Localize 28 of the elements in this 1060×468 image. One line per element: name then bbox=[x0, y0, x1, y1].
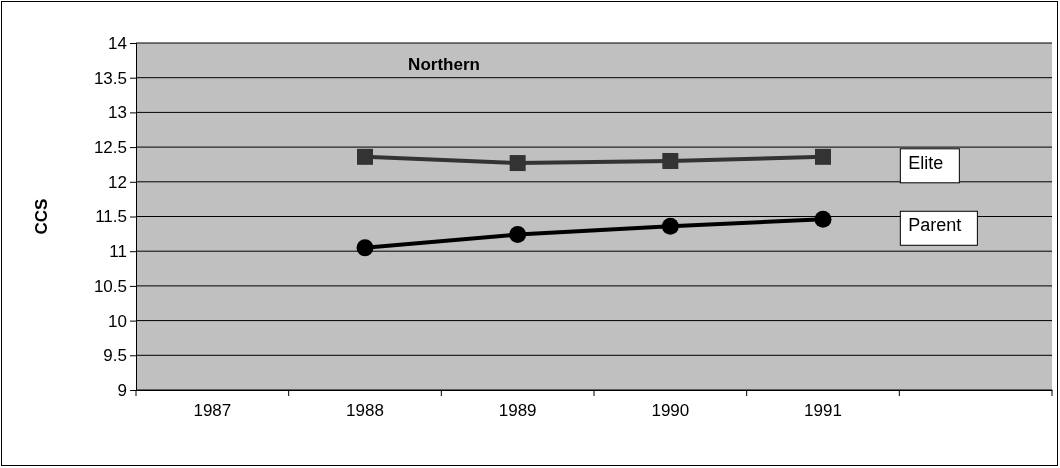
point bbox=[509, 226, 527, 244]
y-tick-label: 12 bbox=[108, 172, 127, 192]
y-tick-label: 11.5 bbox=[95, 207, 127, 227]
point bbox=[357, 148, 373, 165]
x-tick-label: 1989 bbox=[498, 401, 537, 421]
y-tick-label: 10.5 bbox=[93, 276, 127, 296]
y-tick-label: 9 bbox=[117, 380, 127, 400]
y-tick-label: 9.5 bbox=[103, 346, 127, 366]
text: Elite bbox=[908, 152, 944, 173]
point bbox=[815, 148, 831, 165]
x-tick-label: 1988 bbox=[346, 401, 384, 421]
x-tick-label: 1987 bbox=[193, 401, 232, 421]
y-tick-label: 12.5 bbox=[93, 138, 127, 158]
x-tick-label: 1991 bbox=[804, 401, 842, 421]
x-tick-label: 1990 bbox=[651, 401, 690, 421]
point bbox=[661, 217, 679, 235]
point bbox=[509, 155, 526, 172]
y-tick-label: 14 bbox=[108, 33, 127, 53]
y-tick-label: 13.5 bbox=[93, 68, 127, 88]
point bbox=[356, 239, 374, 257]
text: Northern bbox=[408, 55, 480, 74]
point bbox=[662, 152, 679, 169]
y-tick-label: 13 bbox=[108, 103, 127, 123]
y-tick-label: 11 bbox=[109, 242, 127, 262]
y-axis-title: CCS bbox=[32, 198, 51, 235]
y-tick-label: 10 bbox=[108, 311, 127, 331]
point bbox=[814, 210, 832, 228]
text: Parent bbox=[908, 215, 962, 236]
